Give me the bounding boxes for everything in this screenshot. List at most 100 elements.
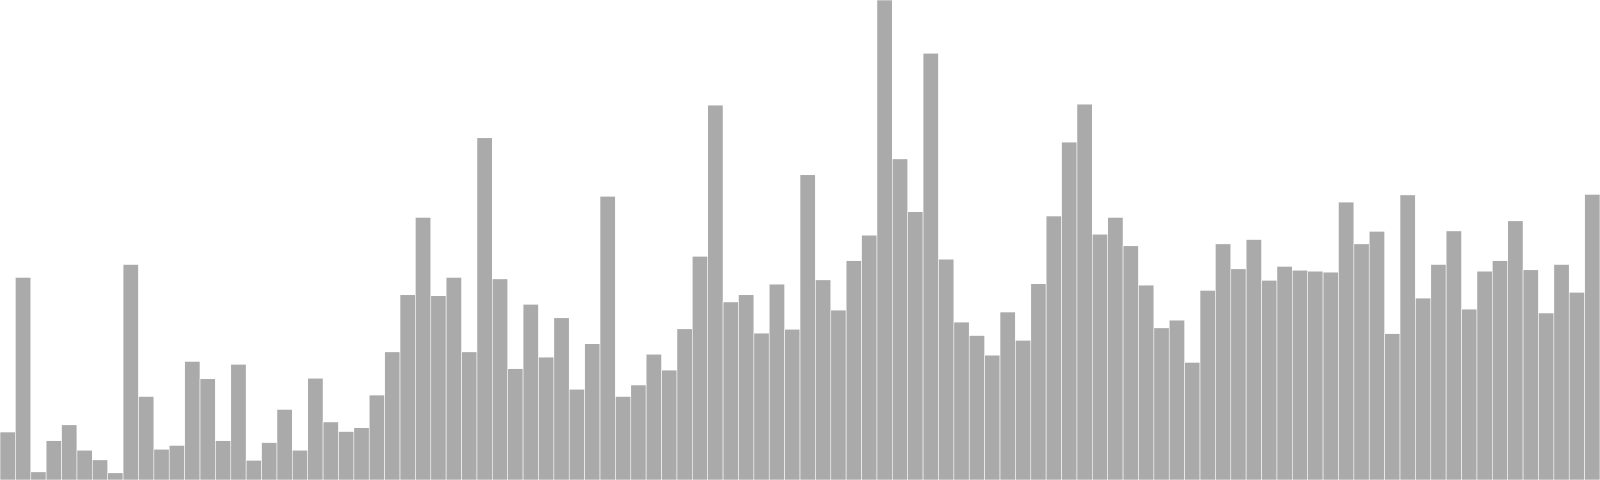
bar-47 <box>707 104 724 480</box>
bar-20 <box>292 449 308 480</box>
bar-62 <box>938 258 955 480</box>
bar-50 <box>753 332 770 480</box>
bar-54 <box>815 279 832 480</box>
bar-24 <box>353 427 370 480</box>
bar-55 <box>830 309 847 480</box>
bar-53 <box>799 174 816 480</box>
bar-60 <box>907 211 924 480</box>
bar-89 <box>1353 243 1370 480</box>
bar-104 <box>1584 194 1600 480</box>
bar-81 <box>1230 268 1247 480</box>
bar-25 <box>368 394 385 480</box>
bar-29 <box>430 295 447 480</box>
bar-2 <box>15 277 32 480</box>
bar-75 <box>1138 284 1155 480</box>
bar-80 <box>1215 243 1232 480</box>
bar-52 <box>784 328 801 480</box>
bar-96 <box>1461 308 1478 480</box>
bar-39 <box>584 343 601 480</box>
bar-64 <box>968 335 985 480</box>
bar-41 <box>615 396 632 480</box>
bar-82 <box>1245 239 1262 480</box>
bar-32 <box>476 137 493 480</box>
bar-36 <box>538 356 555 480</box>
bar-6 <box>76 449 93 480</box>
bar-30 <box>445 277 462 480</box>
bar-27 <box>399 294 416 480</box>
bar-42 <box>630 384 647 480</box>
bar-86 <box>1307 270 1324 480</box>
bar-11 <box>153 448 170 480</box>
bar-101 <box>1538 312 1555 480</box>
bar-63 <box>953 321 970 480</box>
bar-26 <box>384 351 401 480</box>
bar-5 <box>61 424 78 480</box>
bar-8 <box>107 472 124 480</box>
bar-17 <box>245 460 262 480</box>
bar-14 <box>199 378 216 480</box>
bar-3 <box>30 471 47 480</box>
bar-12 <box>168 445 185 480</box>
bar-92 <box>1399 194 1416 480</box>
bar-91 <box>1384 333 1401 480</box>
bar-87 <box>1322 271 1339 480</box>
bar-35 <box>522 304 539 480</box>
bar-97 <box>1476 270 1493 480</box>
bar-95 <box>1445 230 1462 480</box>
bar-51 <box>768 283 785 480</box>
bar-44 <box>661 369 678 480</box>
bar-68 <box>1030 283 1047 480</box>
bar-59 <box>892 158 908 480</box>
bar-43 <box>645 353 662 480</box>
bar-33 <box>492 278 508 480</box>
bar-56 <box>845 260 862 480</box>
bar-98 <box>1492 260 1508 480</box>
bar-18 <box>261 442 278 480</box>
bar-4 <box>45 440 62 480</box>
bar-28 <box>415 217 432 480</box>
bar-69 <box>1045 215 1062 480</box>
bar-94 <box>1430 264 1447 480</box>
bar-77 <box>1168 319 1185 480</box>
bar-15 <box>215 440 232 480</box>
bar-78 <box>1184 362 1201 480</box>
bar-88 <box>1338 201 1355 480</box>
bar-31 <box>461 351 478 480</box>
bar-72 <box>1092 233 1108 480</box>
bar-45 <box>676 328 693 480</box>
bar-46 <box>692 256 708 480</box>
bar-73 <box>1107 217 1124 480</box>
bar-23 <box>338 431 355 480</box>
bar-37 <box>553 317 570 480</box>
bar-90 <box>1368 231 1385 480</box>
bar-93 <box>1415 297 1432 480</box>
bar-83 <box>1261 280 1278 480</box>
bar-66 <box>999 311 1016 480</box>
bar-79 <box>1199 290 1216 480</box>
bar-19 <box>276 409 293 480</box>
bar-48 <box>722 301 739 480</box>
bar-9 <box>122 264 139 480</box>
bar-21 <box>307 377 324 480</box>
bar-85 <box>1292 269 1308 480</box>
bar-74 <box>1122 245 1139 480</box>
bar-84 <box>1276 266 1293 480</box>
bar-76 <box>1153 327 1170 480</box>
bar-57 <box>861 234 878 480</box>
bar-100 <box>1522 269 1539 480</box>
bar-65 <box>984 354 1001 480</box>
bar-99 <box>1507 220 1524 480</box>
bar-40 <box>599 196 616 480</box>
bar-34 <box>507 368 524 480</box>
bar-1 <box>0 431 16 480</box>
bar-102 <box>1553 264 1570 480</box>
bar-58 <box>876 0 893 480</box>
bar-61 <box>922 52 939 480</box>
bar-67 <box>1015 340 1032 480</box>
bar-49 <box>738 294 755 480</box>
bar-7 <box>92 459 108 480</box>
bar-71 <box>1076 103 1093 480</box>
bar-10 <box>138 396 155 480</box>
bar-38 <box>568 388 585 480</box>
